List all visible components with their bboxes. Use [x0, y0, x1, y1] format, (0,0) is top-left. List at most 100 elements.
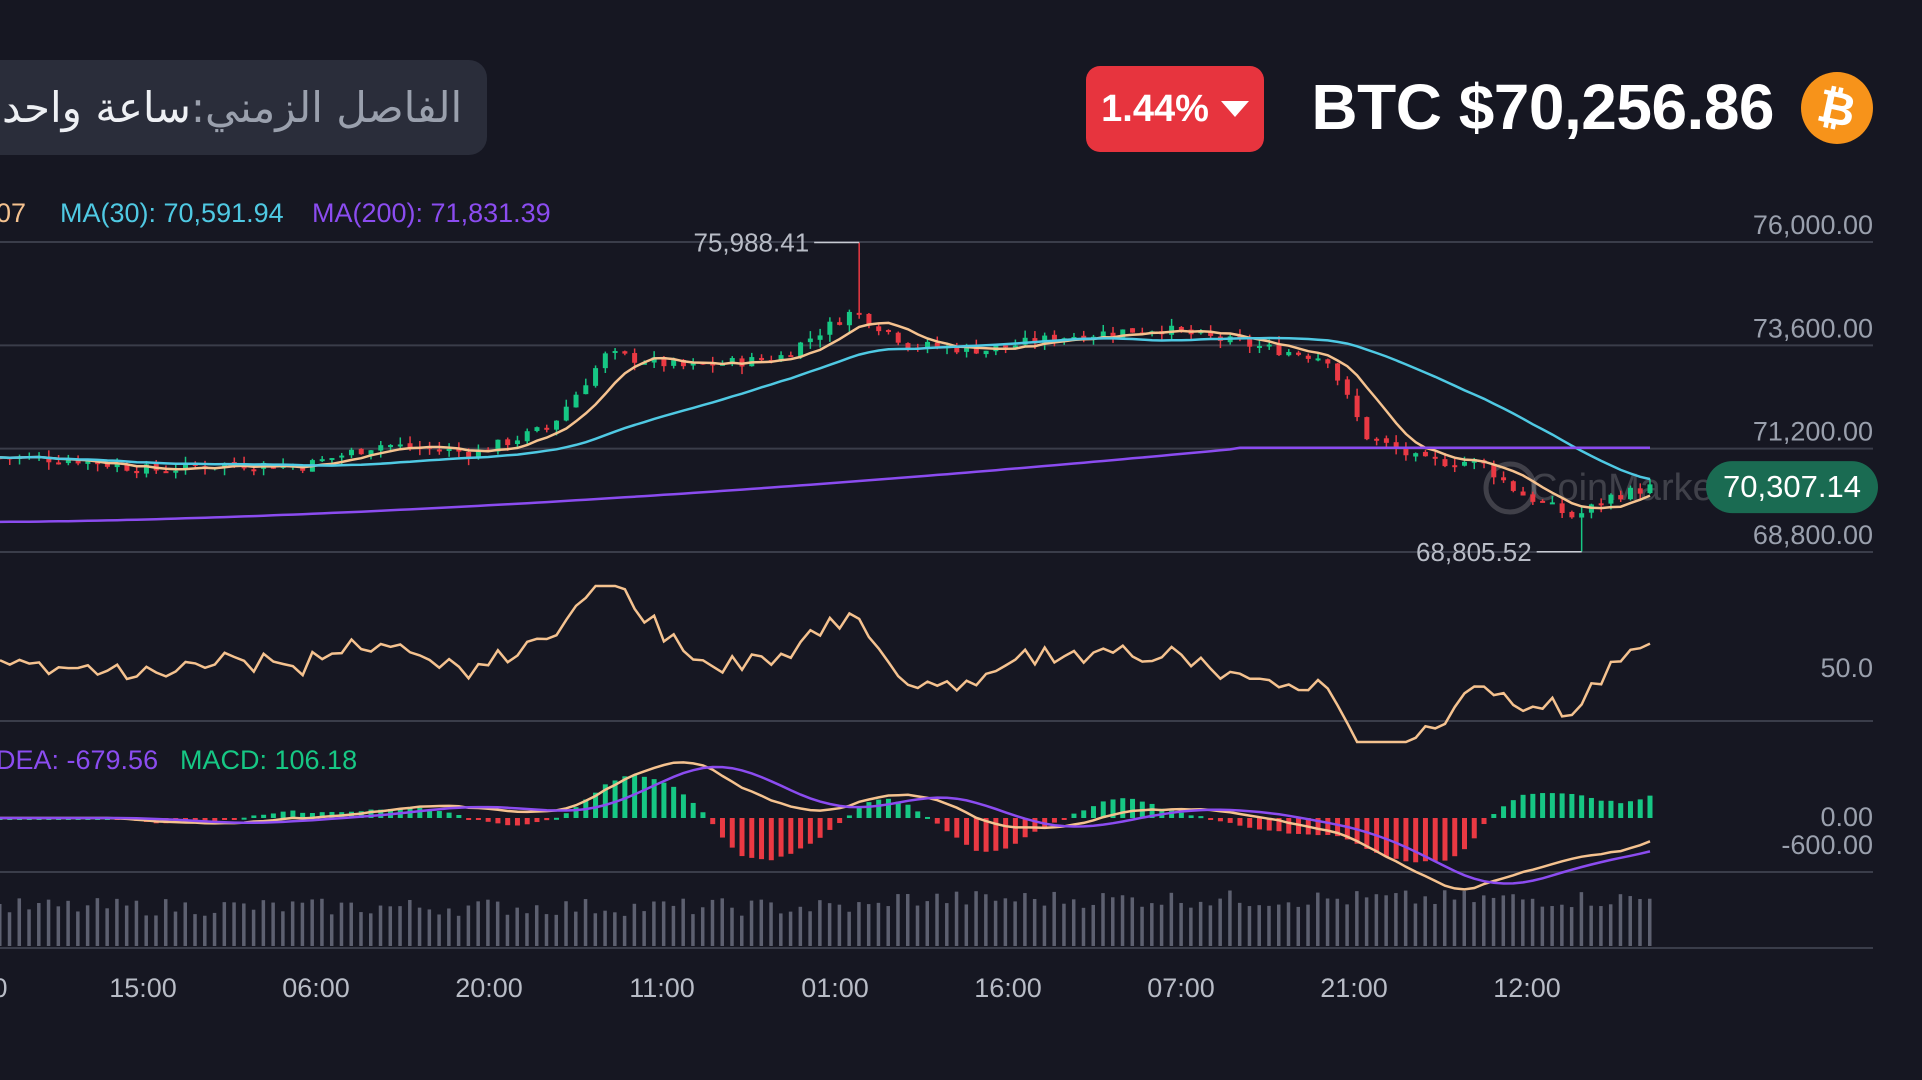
- candle-body: [1305, 355, 1311, 359]
- macd-histogram-bar: [251, 815, 257, 818]
- candle-body: [807, 338, 813, 343]
- macd-histogram-bar: [270, 813, 276, 818]
- volume-bar: [1589, 905, 1593, 946]
- candle-body: [1364, 417, 1370, 440]
- candle-body: [388, 445, 394, 448]
- macd-histogram-bar: [719, 818, 725, 838]
- volume-bar: [1345, 904, 1349, 946]
- macd-histogram-bar: [1266, 818, 1272, 831]
- candle-body: [104, 463, 110, 467]
- macd-histogram-bar: [1286, 818, 1292, 834]
- macd-histogram-bar: [1090, 806, 1096, 818]
- macd-histogram-bar: [241, 817, 247, 820]
- candle-body: [1559, 503, 1565, 514]
- time-axis-label: 15:00: [109, 973, 177, 1003]
- volume-bar: [896, 894, 900, 946]
- volume-bar: [242, 903, 246, 946]
- macd-histogram-bar: [427, 809, 433, 818]
- volume-bar: [1169, 892, 1174, 946]
- volume-bar: [857, 902, 861, 946]
- volume-bar: [1306, 904, 1310, 946]
- candle-body: [563, 406, 569, 421]
- candle-body: [1130, 328, 1136, 333]
- volume-bar: [1618, 894, 1623, 946]
- price-change-badge: 1.44%: [1086, 66, 1264, 152]
- macd-histogram-bar: [954, 818, 960, 838]
- candle-body: [622, 351, 628, 354]
- volume-bar: [1228, 890, 1232, 946]
- volume-bar: [1111, 897, 1115, 946]
- volume-bar: [232, 902, 236, 946]
- volume-bar: [7, 912, 12, 946]
- macd-histogram-bar: [768, 818, 774, 861]
- time-axis-label: 12:00: [1493, 973, 1561, 1003]
- volume-bar: [1062, 903, 1066, 946]
- volume-bar: [398, 906, 402, 946]
- volume-bar: [408, 899, 412, 946]
- candle-body: [641, 362, 647, 365]
- candle-body: [1432, 456, 1438, 459]
- ma-fast-line: [0, 321, 1651, 510]
- candle-body: [514, 440, 520, 445]
- macd-histogram-bar: [319, 812, 325, 818]
- bitcoin-logo-icon: ₿: [1801, 72, 1873, 144]
- ma200-line: [0, 446, 1650, 524]
- candle-body: [1247, 338, 1253, 347]
- macd-histogram-bar: [876, 799, 882, 818]
- candle-body: [456, 449, 462, 452]
- macd-histogram-bar: [612, 780, 618, 818]
- candle-body: [1422, 451, 1428, 457]
- volume-bar: [183, 902, 188, 946]
- volume-bar: [1247, 906, 1252, 946]
- macd-histogram-bar: [798, 818, 804, 849]
- volume-bar: [652, 901, 656, 946]
- volume-bar: [1501, 895, 1506, 946]
- volume-bar: [261, 900, 266, 946]
- macd-histogram-bar: [602, 784, 608, 818]
- macd-histogram-bar: [1178, 812, 1184, 818]
- macd-histogram-bar: [1208, 818, 1214, 820]
- candle-body: [1178, 327, 1184, 331]
- macd-histogram-bar: [1637, 799, 1643, 818]
- volume-bar: [1648, 898, 1652, 946]
- time-axis-label: 16:00: [974, 973, 1042, 1003]
- macd-histogram-bar: [1471, 818, 1477, 839]
- volume-bar: [808, 911, 812, 946]
- interval-selector[interactable]: الفاصل الزمني: ساعة واحدة: [0, 60, 487, 155]
- volume-bar: [1403, 890, 1408, 946]
- candle-body: [602, 353, 608, 369]
- macd-histogram-bar: [807, 818, 813, 844]
- volume-bar: [818, 900, 822, 946]
- candle-body: [680, 359, 686, 367]
- volume-bar: [1530, 898, 1535, 946]
- candle-body: [358, 448, 364, 455]
- volume-bar: [564, 901, 568, 946]
- macd-histogram-bar: [505, 818, 511, 826]
- candle-body: [632, 353, 638, 363]
- macd-histogram-bar: [563, 813, 569, 818]
- candle-body: [173, 470, 179, 473]
- macd-histogram-bar: [1032, 818, 1038, 832]
- macd-histogram-bar: [632, 775, 638, 818]
- volume-bar: [27, 909, 31, 946]
- volume-bar: [964, 904, 969, 946]
- volume-bar: [1267, 905, 1271, 946]
- macd-histogram-bar: [827, 818, 833, 830]
- candle-body: [1569, 511, 1575, 518]
- volume-bar: [1130, 897, 1135, 946]
- macd-histogram-bar: [1627, 801, 1633, 818]
- volume-bar: [915, 905, 920, 946]
- candle-body: [329, 458, 335, 461]
- candle-body: [1276, 343, 1282, 356]
- candle-body: [1627, 487, 1633, 500]
- macd-histogram-bar: [641, 776, 647, 818]
- candle-body: [905, 343, 911, 349]
- volume-bar: [1628, 896, 1632, 946]
- macd-histogram-bar: [1461, 818, 1467, 850]
- candle-body: [134, 470, 140, 474]
- volume-bar: [1608, 904, 1613, 946]
- candle-body: [1003, 345, 1009, 348]
- volume-bar: [613, 912, 617, 946]
- candle-body: [1325, 359, 1331, 364]
